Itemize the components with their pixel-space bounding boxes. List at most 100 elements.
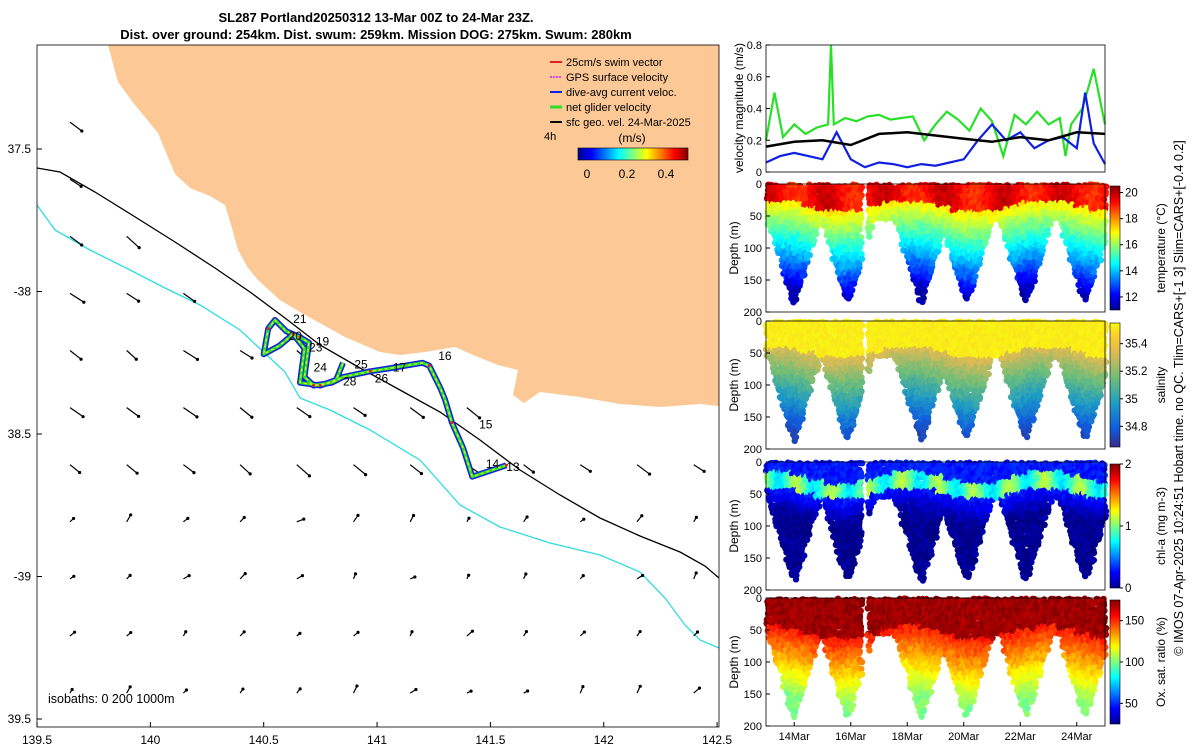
velocity-arrow-head [477,416,482,420]
velocity-series [764,44,1107,169]
day-label: 26 [375,372,389,386]
velocity-arrow-head [80,129,84,133]
velocity-arrow-head [184,688,189,692]
velocity-arrow [69,464,80,473]
velocity-arrow-head [242,630,246,634]
velocity-arrow-head [467,516,471,520]
day-label: 13 [506,460,520,474]
velocity-arrow [126,292,139,302]
velocity-arrow-head [70,687,74,692]
section-dot [856,200,864,208]
velocity-arrow [69,235,83,246]
section-dot [970,278,977,285]
section-dot [856,244,864,252]
section-dot [936,242,943,250]
section-dots [763,181,1110,306]
map-axis-ticks: 139.5 140 140.5 141 141.5 142 142.537.5-3838.5… [8,142,733,747]
section-dot [978,249,985,257]
chart-title-line2: Dist. over ground: 254km. Dist. swum: 25… [120,27,632,42]
section-ytick-label: 0 [756,179,762,191]
velocity-axis-ticks: 00.20.40.60.8 [747,40,770,179]
legend-item-0: 25cm/s swim vector [566,57,663,69]
velocity-arrow-head [187,574,191,578]
section-dot [1047,221,1054,228]
velocity-arrow-head [136,414,141,418]
velocity-arrow [69,292,85,303]
speed-colorbar-tick-2: 0.4 [658,167,675,181]
section-dot [801,271,808,279]
velocity-arrow-head [410,630,414,634]
velocity-series-line [765,131,1106,148]
section-dot [809,376,816,383]
velocity-arrow [126,235,140,249]
velocity-ytick-label: 0.2 [747,135,762,147]
section-ylabel: Depth (m) [727,221,741,274]
section-dot [1101,222,1108,229]
speed-colorbar-label: (m/s) [618,131,645,145]
land-area [108,45,719,407]
velocity-arrow-head [250,415,254,419]
velocity-arrow-head [72,630,77,634]
velocity-arrow-head [302,517,306,521]
velocity-arrow-head [640,573,645,578]
section-dot [1044,231,1052,238]
velocity-arrow-head [419,471,424,476]
velocity-arrow-head [241,687,245,691]
velocity-arrow-head [307,474,312,478]
swim-vector-point [312,384,316,388]
map-ytick-label: 37.5 [8,142,32,156]
map-xtick-label: 139.5 [22,733,52,747]
velocity-arrow-head [250,356,254,360]
velocity-arrow-head [526,689,530,693]
velocity-ytick-label: 0.4 [747,104,762,116]
section-dot [1097,251,1104,258]
velocity-arrow-head [638,684,642,688]
velocity-panel: 00.20.40.60.8 velocity magnitude (m/s) [732,40,1107,179]
velocity-arrow-head [79,357,83,361]
velocity-arrow-head [355,684,359,688]
velocity-arrow-head [588,469,592,473]
velocity-arrow-head [184,630,188,634]
section-colorbar-tick-label: 18 [1125,214,1138,226]
section-dot [928,260,936,267]
section-dot [806,252,813,259]
section-dot [858,215,865,222]
day-label: 17 [393,360,407,374]
section-dot [815,362,822,369]
velocity-ylabel: velocity magnitude (m/s) [732,43,746,173]
velocity-arrow-head [413,575,417,579]
velocity-arrow-head [694,571,698,575]
day-label: 21 [293,312,307,326]
speed-colorbar-tick-0: 0 [584,167,591,181]
swim-vector-point [504,463,508,467]
section-dot [854,401,862,409]
isobath-200m [37,204,719,649]
velocity-arrow-head [248,472,252,476]
velocity-arrow-head [421,415,425,419]
section-dot [850,280,858,287]
velocity-arrow-head [82,300,86,304]
velocity-arrow-head [356,513,360,517]
velocity-arrow-head [298,687,302,691]
velocity-arrow [523,464,534,473]
velocity-arrow [296,464,310,477]
velocity-arrow [69,407,84,418]
velocity-arrow [183,464,195,474]
section-dot [920,295,927,302]
legend-item-4: sfc geo. vel. 24-Mar-2025 [566,117,691,129]
velocity-arrow-head [356,630,360,635]
isobath-1000m [37,167,719,579]
velocity-arrow-head [81,415,85,419]
velocity-arrow-head [414,687,418,692]
velocity-arrow-head [694,515,698,519]
map-ytick-label: -38 [14,285,32,299]
section-dot [869,224,876,231]
velocity-arrow [353,407,366,416]
velocity-arrow-head [79,184,83,188]
velocity-arrow [636,464,650,475]
velocity-arrow-head [581,684,585,689]
day-label: 24 [314,360,328,374]
velocity-series-line [764,44,1107,160]
